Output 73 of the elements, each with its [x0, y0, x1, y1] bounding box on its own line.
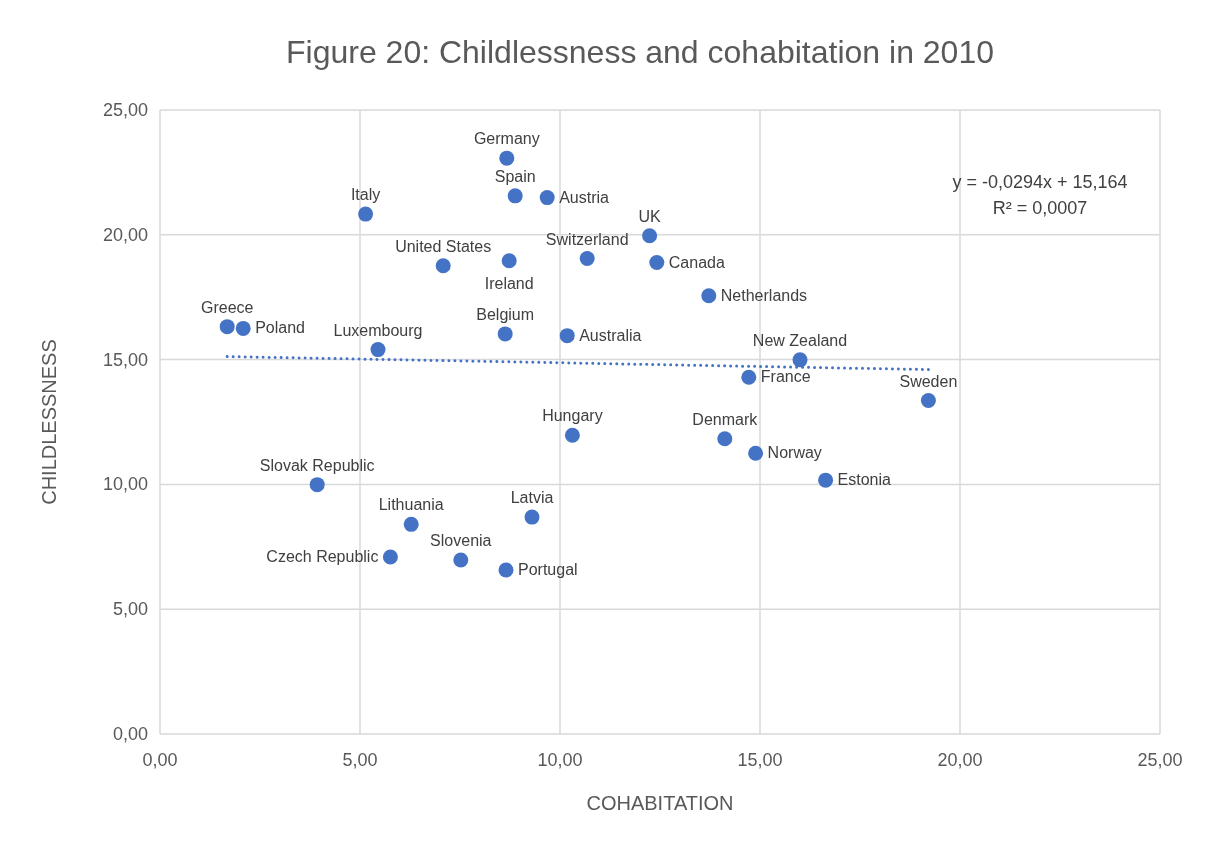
- annotation: R² = 0,0007: [992, 198, 1088, 218]
- point: [524, 509, 540, 525]
- chart-title: Figure 20: Childlessness and cohabitation in 2010: [285, 34, 995, 70]
- data-label: Belgium: [476, 305, 535, 323]
- y-tick-label: 0,00: [112, 724, 148, 744]
- x-axis-title: COHABITATION: [586, 792, 734, 814]
- point: [649, 255, 665, 271]
- point: [453, 552, 469, 568]
- point: [539, 190, 555, 206]
- data-label: Sweden: [899, 372, 958, 390]
- data-label: Luxembourg: [333, 321, 423, 339]
- data-label: France: [760, 368, 811, 386]
- x-tick-label: 5,00: [342, 750, 378, 770]
- data-label: Latvia: [510, 489, 554, 507]
- data-label: Norway: [767, 444, 822, 462]
- data-label: Czech Republic: [266, 548, 379, 566]
- data-label: Canada: [668, 253, 725, 271]
- data-label: Ireland: [484, 274, 534, 292]
- x-tick-label: 25,00: [1137, 750, 1183, 770]
- point: [579, 251, 595, 267]
- data-label: Poland: [255, 319, 306, 337]
- point: [564, 427, 580, 443]
- data-label: Germany: [473, 130, 540, 148]
- data-label: Australia: [579, 326, 642, 344]
- point: [717, 431, 733, 447]
- point: [309, 477, 325, 493]
- annotation: y = -0,0294x + 15,164: [952, 172, 1128, 192]
- point: [370, 342, 386, 358]
- point: [435, 258, 451, 274]
- data-label: Portugal: [518, 561, 578, 579]
- y-tick-label: 15,00: [102, 349, 148, 370]
- point: [642, 228, 658, 244]
- y-axis-title: CHILDLESSNESS: [38, 339, 60, 505]
- data-label: Lithuania: [378, 496, 444, 514]
- point: [219, 319, 235, 335]
- data-label: UK: [638, 207, 662, 225]
- y-tick-label: 10,00: [102, 474, 148, 495]
- data-label: Denmark: [692, 410, 759, 428]
- point: [792, 352, 808, 368]
- point: [507, 188, 523, 204]
- data-label: Slovak Republic: [259, 456, 375, 474]
- data-label: Switzerland: [545, 230, 629, 248]
- y-tick-label: 25,00: [102, 100, 148, 120]
- data-label: Greece: [200, 298, 254, 316]
- data-label: New Zealand: [752, 331, 848, 349]
- point: [818, 472, 834, 488]
- data-label: Netherlands: [720, 286, 808, 304]
- data-label: Estonia: [837, 471, 892, 489]
- point: [501, 253, 517, 269]
- point: [748, 445, 764, 461]
- data-label: Italy: [350, 186, 381, 204]
- y-tick-label: 5,00: [112, 599, 148, 620]
- data-label: Hungary: [542, 407, 603, 425]
- point: [235, 320, 251, 336]
- point: [499, 150, 515, 166]
- x-tick-label: 15,00: [737, 750, 783, 770]
- data-label: Slovenia: [430, 532, 492, 550]
- point: [497, 326, 513, 342]
- point: [741, 369, 757, 385]
- x-tick-label: 20,00: [937, 750, 983, 770]
- x-tick-label: 10,00: [537, 750, 583, 770]
- point: [403, 516, 419, 532]
- point: [701, 288, 717, 304]
- data-label: Austria: [559, 188, 610, 206]
- data-label: United States: [395, 237, 492, 255]
- data-label: Spain: [494, 167, 536, 185]
- x-tick-label: 0,00: [142, 750, 178, 770]
- point: [920, 393, 936, 409]
- point: [498, 562, 514, 578]
- point: [382, 549, 398, 565]
- point: [358, 206, 374, 222]
- point: [559, 328, 575, 344]
- y-tick-label: 20,00: [102, 224, 148, 245]
